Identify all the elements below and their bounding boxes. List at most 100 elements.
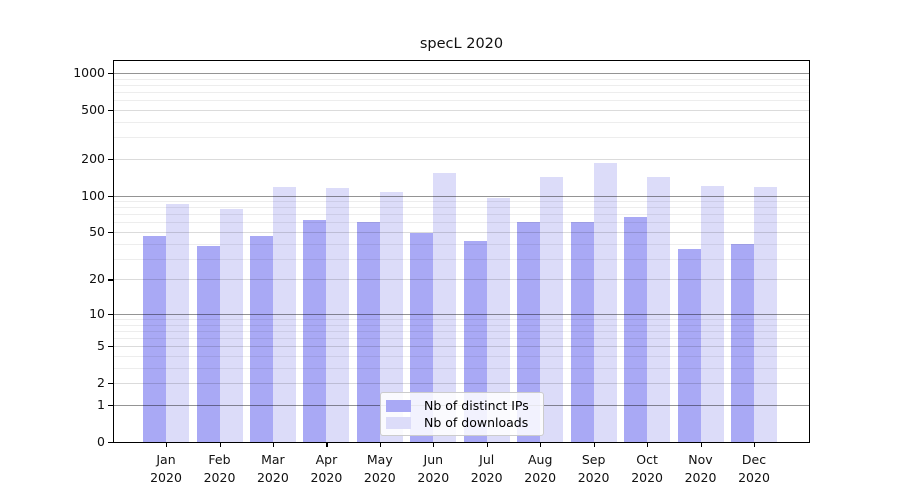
bar-distinct-ips [463,241,487,442]
x-tick-mark [219,443,221,447]
gridline-minor [114,258,809,260]
bar-downloads [647,176,671,442]
x-tick-mark [326,443,328,447]
bar-distinct-ips [410,233,434,442]
x-tick-mark [540,443,542,447]
bar-distinct-ips [303,219,327,442]
chart-title: specL 2020 [419,36,504,52]
x-tick-mark [379,443,381,447]
x-tick-mark [647,443,649,447]
x-tick-mark [166,443,168,447]
y-tick-mark [108,158,113,160]
bar-distinct-ips [249,236,273,442]
gridline-major [114,232,809,233]
gridline-minor [114,207,809,209]
bar-distinct-ips [356,222,380,442]
legend-swatch-distinct-ips [386,399,411,412]
y-tick-label: 10 [89,305,105,321]
legend-item-downloads: Nb of downloads [386,415,535,430]
gridline-minor [114,121,809,123]
gridline-minor [114,100,809,102]
gridline-minor [114,222,809,224]
bar-distinct-ips [196,246,220,442]
bar-downloads [219,208,243,442]
gridline-major [114,158,809,160]
bar-downloads [486,198,510,442]
x-tick-label: Nov 2020 [684,452,717,485]
gridline-major [114,383,809,385]
x-tick-label: Feb 2020 [203,452,236,485]
gridline-minor [114,368,809,369]
legend-label-distinct-ips: Nb of distinct IPs [424,398,529,413]
y-tick-mark [108,383,113,385]
y-tick-mark [108,110,113,112]
gridline-minor [114,356,809,357]
gridline-major [114,346,809,348]
bar-distinct-ips [143,236,166,442]
x-tick-label: Sep 2020 [577,452,610,485]
y-tick-mark [108,73,113,75]
legend: Nb of distinct IPs Nb of downloads [380,392,544,436]
x-tick-mark [272,443,275,447]
bar-distinct-ips [517,222,541,442]
bar-downloads [433,173,457,442]
x-tick-label: Oct 2020 [631,452,663,485]
gridline-minor [114,319,809,320]
y-tick-label: 0 [97,434,105,449]
gridline-minor [114,84,809,86]
gridline-minor [114,330,809,332]
bar-downloads [272,186,296,442]
y-tick-label: 200 [81,150,105,166]
y-tick-label: 50 [89,224,105,239]
gridline-major [114,195,809,197]
bar-distinct-ips [570,221,594,442]
x-tick-mark [486,443,488,447]
gridline-minor [114,324,809,326]
y-tick-label: 1 [97,397,105,412]
legend-swatch-downloads [386,416,411,429]
x-tick-label: Jul 2020 [470,452,503,485]
gridline-minor [114,92,809,93]
y-tick-mark [108,279,113,281]
y-tick-mark [108,346,113,348]
y-tick-mark [108,442,113,444]
bar-distinct-ips [731,243,754,442]
y-tick-label: 5 [97,338,105,354]
bar-distinct-ips [677,249,701,442]
gridline-major [114,313,809,315]
x-tick-label: Jun 2020 [417,452,450,485]
gridline-major [114,110,809,111]
x-tick-mark [433,443,435,447]
x-tick-label: Aug 2020 [524,452,557,485]
bar-downloads [166,204,189,442]
gridline-major [114,73,809,74]
gridline-major [114,279,809,281]
bar-downloads [540,176,564,442]
x-tick-label: Mar 2020 [256,452,289,485]
x-tick-mark [754,443,756,447]
y-tick-label: 500 [81,102,105,117]
x-tick-label: Jan 2020 [150,452,182,485]
x-tick-mark [593,443,595,447]
gridline-minor [114,214,809,216]
y-tick-mark [108,313,113,316]
y-tick-mark [108,232,113,234]
bar-distinct-ips [624,217,648,442]
bar-downloads [700,185,724,442]
y-tick-mark [108,195,113,197]
bar-downloads [326,187,350,442]
gridline-minor [114,338,809,340]
x-tick-mark [700,443,702,447]
y-tick-label: 1000 [73,65,105,80]
x-tick-label: Dec 2020 [738,452,770,485]
legend-item-distinct-ips: Nb of distinct IPs [386,398,535,413]
bar-downloads [754,187,777,442]
y-tick-mark [108,405,113,407]
y-tick-label: 100 [81,187,105,203]
x-tick-label: Apr 2020 [310,452,343,485]
gridline-minor [114,137,809,139]
bar-downloads [593,162,617,442]
y-tick-label: 20 [89,271,105,287]
gridline-minor [114,243,809,245]
